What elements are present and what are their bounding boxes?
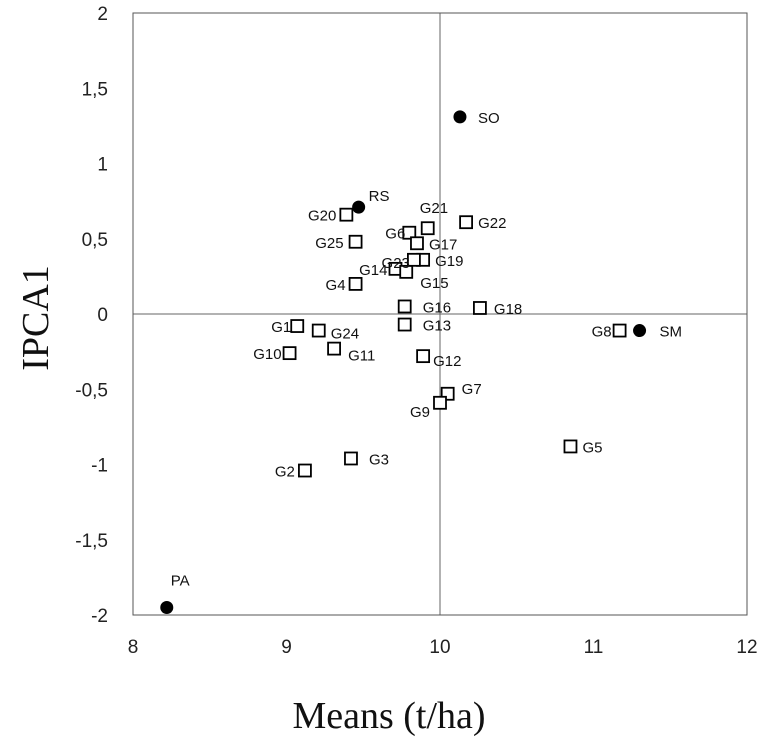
label-so: SO	[478, 110, 500, 127]
point-g24	[311, 323, 326, 338]
point-g3	[344, 451, 358, 466]
reference-lines	[133, 13, 747, 615]
point-g11	[327, 341, 341, 356]
y-tick-label: -0,5	[75, 380, 108, 401]
label-g20: G20	[308, 208, 336, 225]
label-g6: G6	[385, 226, 405, 243]
y-tick-label: -1	[91, 456, 108, 477]
label-sm: SM	[660, 324, 683, 341]
data-points	[160, 110, 647, 614]
y-tick-label: 1	[97, 155, 108, 176]
point-g21	[420, 221, 435, 236]
point-g25	[348, 234, 363, 249]
label-g3: G3	[369, 451, 389, 468]
label-g7: G7	[462, 381, 482, 398]
point-g9	[433, 395, 447, 410]
x-tick-label: 8	[128, 637, 139, 658]
point-g17	[410, 236, 424, 251]
point-rs	[352, 200, 366, 214]
label-g16: G16	[423, 299, 451, 316]
x-tick-label: 10	[429, 637, 450, 658]
y-tick-label: -2	[91, 606, 108, 627]
y-tick-label: 0,5	[82, 230, 108, 251]
label-g23: G23	[382, 255, 410, 272]
point-g6	[402, 225, 417, 240]
point-g20	[339, 207, 354, 222]
point-g18	[473, 301, 487, 315]
point-g15	[399, 264, 414, 279]
label-g8: G8	[592, 324, 612, 341]
label-g14: G14	[359, 262, 387, 279]
point-g8	[612, 323, 627, 338]
label-g21: G21	[420, 200, 448, 217]
x-tick-label: 9	[281, 637, 292, 658]
y-tick-label: 0	[97, 305, 108, 326]
label-g18: G18	[494, 301, 522, 318]
y-axis-title: IPCA1	[15, 265, 57, 371]
point-g1	[290, 319, 305, 333]
label-g24: G24	[331, 326, 359, 343]
point-pa	[160, 600, 174, 614]
x-tick-label: 12	[736, 637, 757, 658]
label-g9: G9	[410, 404, 430, 421]
label-g5: G5	[582, 439, 602, 456]
point-so	[453, 110, 467, 124]
point-g22	[459, 215, 473, 230]
label-g1: G1	[271, 319, 291, 336]
point-g23	[407, 252, 421, 267]
data-point-labels: G1 G2 G3 G4 G5 G6 G7 G8 G9 G10 G11 G12 G13 G14 G15 G16 G…	[171, 110, 682, 590]
label-g2: G2	[275, 464, 295, 481]
x-axis-title: Means (t/ha)	[292, 695, 485, 737]
label-g15: G15	[420, 275, 448, 292]
label-g17: G17	[429, 236, 457, 253]
point-g5	[563, 439, 578, 454]
label-g12: G12	[433, 353, 461, 370]
point-g4	[348, 276, 363, 291]
point-g2	[298, 463, 312, 478]
label-g4: G4	[326, 277, 346, 294]
label-g11: G11	[348, 348, 375, 365]
label-g13: G13	[423, 318, 451, 335]
y-axis-ticks: -2 -1,5 -1 -0,5 0 0,5 1 1,5 2	[75, 4, 108, 627]
y-tick-label: -1,5	[75, 531, 108, 552]
point-g12	[416, 349, 431, 364]
label-g22: G22	[478, 215, 506, 232]
label-g10: G10	[253, 346, 281, 363]
point-g13	[397, 317, 412, 332]
label-g25: G25	[315, 235, 343, 252]
label-g19: G19	[435, 253, 463, 270]
label-pa: PA	[171, 572, 190, 589]
x-axis-ticks: 8 9 10 11 12	[128, 637, 758, 658]
plot-area-frame	[132, 12, 748, 616]
label-rs: RS	[369, 188, 390, 205]
point-g16	[397, 299, 412, 314]
point-g10	[282, 346, 297, 361]
y-tick-label: 1,5	[82, 79, 108, 100]
point-sm	[633, 324, 647, 338]
x-tick-label: 11	[584, 637, 604, 658]
y-tick-label: 2	[97, 4, 108, 25]
